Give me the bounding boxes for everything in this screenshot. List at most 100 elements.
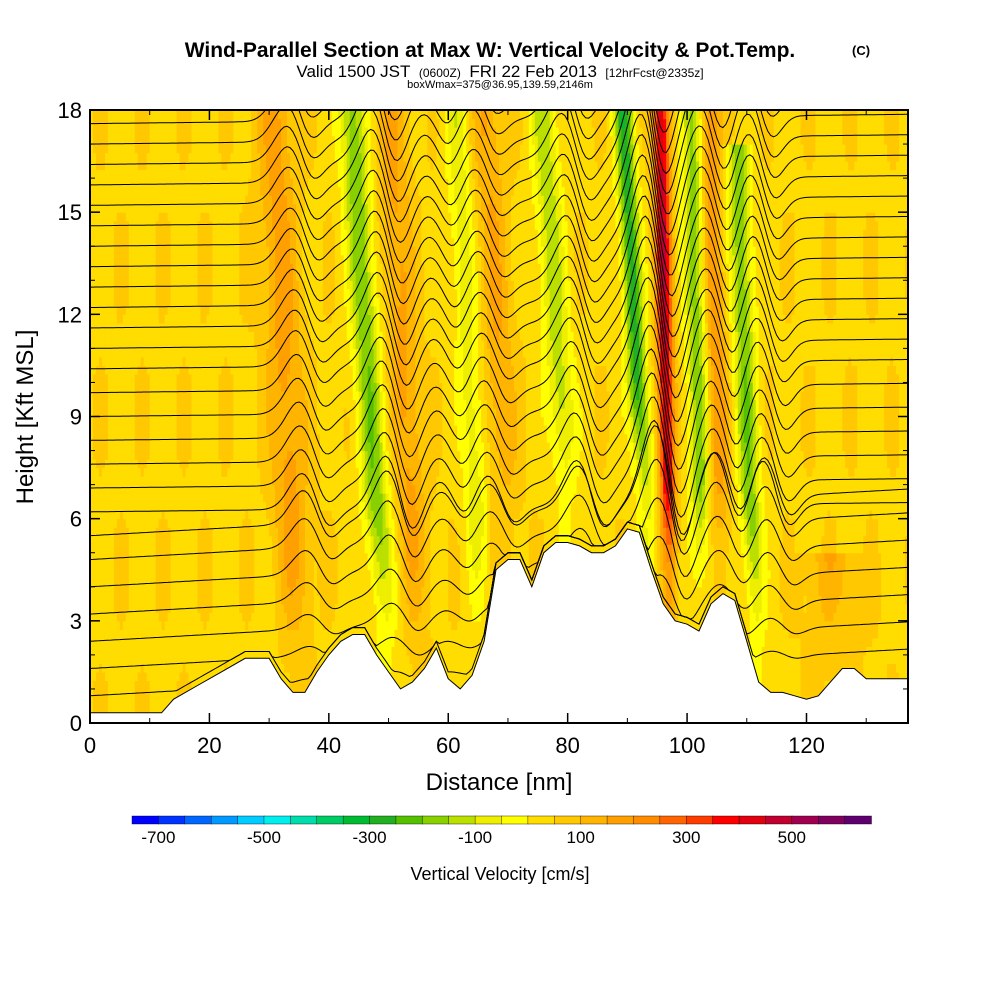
velocity-cell [161, 161, 166, 171]
velocity-cell [137, 671, 142, 682]
velocity-cell [119, 280, 124, 290]
velocity-cell [104, 501, 109, 511]
velocity-cell [116, 178, 121, 188]
velocity-cell [152, 280, 157, 290]
velocity-cell [131, 212, 136, 222]
velocity-cell [90, 586, 94, 596]
velocity-cell [113, 399, 118, 409]
velocity-cell [116, 646, 121, 656]
velocity-cell [116, 586, 121, 596]
velocity-cell [140, 229, 145, 239]
velocity-cell [92, 510, 97, 520]
velocity-cell [92, 390, 97, 401]
velocity-cell [98, 127, 103, 137]
velocity-cell [158, 493, 163, 503]
velocity-cell [164, 671, 169, 682]
velocity-cell [119, 127, 124, 137]
velocity-cell [152, 314, 157, 324]
velocity-cell [146, 476, 151, 486]
velocity-cell [140, 535, 145, 545]
velocity-cell [146, 612, 151, 622]
velocity-cell [164, 612, 169, 622]
velocity-cell [125, 135, 130, 145]
velocity-cell [137, 399, 142, 409]
velocity-cell [131, 280, 136, 290]
velocity-cell [95, 671, 100, 682]
velocity-cell [113, 246, 118, 256]
velocity-cell [90, 348, 94, 358]
velocity-cell [161, 186, 166, 196]
velocity-cell [146, 305, 151, 315]
velocity-cell [131, 407, 136, 418]
velocity-cell [137, 110, 142, 120]
velocity-cell [131, 535, 136, 545]
velocity-cell [98, 518, 103, 528]
velocity-cell [110, 450, 115, 460]
velocity-cell [122, 663, 127, 673]
velocity-cell [101, 203, 106, 213]
velocity-cell [92, 314, 97, 324]
velocity-cell [125, 195, 130, 205]
velocity-cell [134, 331, 139, 341]
velocity-cell [158, 586, 163, 596]
velocity-cell [98, 237, 103, 247]
velocity-cell [90, 476, 94, 486]
velocity-cell [143, 178, 148, 188]
velocity-cell [122, 603, 127, 613]
velocity-cell [152, 382, 157, 392]
velocity-cell [116, 127, 121, 137]
velocity-cell [92, 305, 97, 315]
velocity-cell [158, 263, 163, 273]
velocity-cell [128, 246, 133, 256]
velocity-cell [140, 442, 145, 452]
velocity-cell [155, 646, 160, 656]
velocity-cell [122, 527, 127, 537]
velocity-cell [125, 331, 130, 341]
velocity-cell [155, 195, 160, 205]
velocity-cell [95, 254, 100, 264]
velocity-cell [110, 288, 115, 298]
velocity-cell [116, 288, 121, 298]
velocity-cell [131, 365, 136, 375]
velocity-cell [140, 144, 145, 154]
velocity-cell [137, 127, 142, 137]
velocity-cell [101, 552, 106, 562]
velocity-cell [146, 110, 151, 120]
velocity-cell [104, 399, 109, 409]
velocity-cell [95, 365, 100, 375]
velocity-cell [134, 569, 139, 579]
velocity-cell [155, 237, 160, 247]
velocity-cell [98, 254, 103, 264]
velocity-cell [113, 305, 118, 315]
velocity-cell [122, 144, 127, 154]
velocity-cell [92, 161, 97, 171]
velocity-cell [104, 586, 109, 596]
velocity-cell [137, 425, 142, 435]
velocity-cell [143, 407, 148, 418]
velocity-cell [122, 339, 127, 349]
velocity-cell [107, 535, 112, 545]
velocity-cell [116, 629, 121, 639]
velocity-cell [158, 629, 163, 639]
velocity-cell [92, 186, 97, 196]
velocity-cell [137, 135, 142, 145]
velocity-cell [140, 127, 145, 137]
velocity-cell [149, 552, 154, 562]
velocity-cell [101, 365, 106, 375]
velocity-cell [143, 246, 148, 256]
velocity-cell [107, 178, 112, 188]
velocity-cell [104, 612, 109, 622]
velocity-cell [98, 356, 103, 367]
velocity-cell [149, 229, 154, 239]
velocity-cell [95, 331, 100, 341]
velocity-cell [92, 467, 97, 477]
velocity-cell [125, 186, 130, 196]
velocity-cell [128, 288, 133, 298]
velocity-cell [122, 203, 127, 213]
velocity-cell [164, 654, 169, 664]
velocity-cell [104, 382, 109, 392]
velocity-cell [134, 271, 139, 281]
velocity-cell [161, 152, 166, 162]
velocity-cell [158, 697, 163, 707]
velocity-cell [134, 186, 139, 196]
